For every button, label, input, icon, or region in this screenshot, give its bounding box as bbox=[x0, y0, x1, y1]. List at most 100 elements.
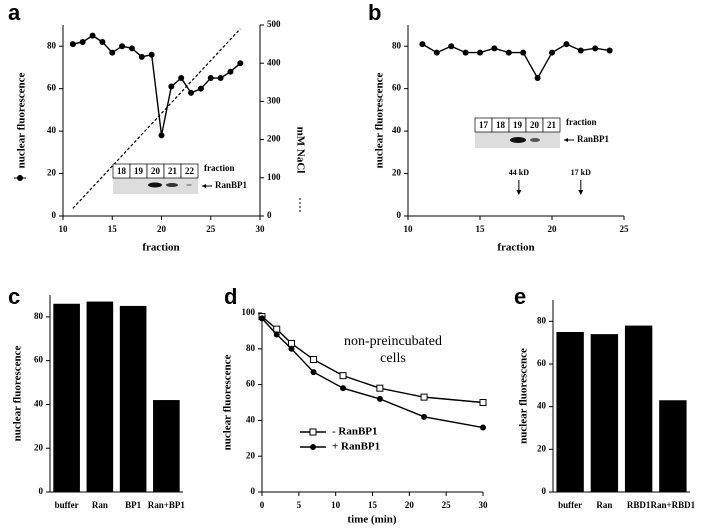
point bbox=[148, 51, 155, 58]
legend-marker bbox=[310, 444, 316, 450]
y-tick-label: 20 bbox=[47, 168, 57, 178]
bar bbox=[624, 325, 653, 492]
point bbox=[109, 49, 116, 56]
x-tick-label: 10 bbox=[404, 224, 414, 234]
band-arrowhead bbox=[202, 184, 206, 188]
y-tick-label: 0 bbox=[251, 486, 256, 496]
point bbox=[479, 399, 487, 406]
x-tick-label: RBD1 bbox=[627, 500, 651, 510]
y-tick-label: 60 bbox=[246, 379, 256, 389]
point bbox=[310, 356, 318, 364]
x-tick-label: Ran bbox=[92, 500, 108, 510]
series-line bbox=[261, 316, 484, 404]
point bbox=[168, 83, 175, 90]
point bbox=[376, 384, 384, 392]
series-line bbox=[72, 34, 241, 136]
point bbox=[421, 413, 428, 420]
point bbox=[462, 49, 469, 56]
point bbox=[420, 393, 428, 401]
point bbox=[549, 49, 555, 56]
y-tick-label: 80 bbox=[246, 343, 256, 353]
x-tick-label: 30 bbox=[479, 500, 489, 510]
bar bbox=[53, 303, 80, 492]
series-line bbox=[72, 28, 241, 209]
point bbox=[339, 372, 347, 380]
point bbox=[227, 68, 234, 75]
inset-title: fraction bbox=[204, 163, 235, 173]
y-tick-label: 0 bbox=[39, 486, 44, 496]
y-axis-title: nuclear fluorescence bbox=[222, 354, 234, 450]
lane-label: 18 bbox=[496, 120, 506, 130]
x-tick-label: Ran+RBD1 bbox=[651, 500, 696, 510]
panel-letter: b bbox=[368, 0, 381, 25]
y-tick-label: 60 bbox=[537, 358, 547, 368]
y2-tick-label: 300 bbox=[267, 95, 281, 105]
lane-label: 19 bbox=[134, 166, 144, 176]
y2-tick-label: 500 bbox=[267, 19, 281, 29]
point bbox=[138, 53, 145, 60]
bar bbox=[119, 305, 147, 492]
point bbox=[197, 85, 204, 92]
y-tick-label: 40 bbox=[392, 125, 402, 135]
size-marker-label: 44 kD bbox=[509, 168, 529, 177]
y-tick-label: 40 bbox=[34, 399, 44, 409]
y2-tick-label: 100 bbox=[267, 172, 281, 182]
bar bbox=[153, 400, 180, 492]
point bbox=[217, 75, 224, 82]
lane-label: 21 bbox=[168, 166, 178, 176]
y-axis-title: nuclear fluorescence bbox=[518, 348, 530, 444]
legend-label: + RanBP1 bbox=[332, 441, 380, 453]
point bbox=[433, 49, 440, 56]
point bbox=[592, 45, 599, 52]
x-tick-label: 10 bbox=[59, 224, 69, 234]
point bbox=[563, 41, 570, 48]
x-tick-label: 20 bbox=[157, 224, 167, 234]
panel-letter: a bbox=[8, 0, 21, 25]
x-tick-label: 20 bbox=[548, 224, 558, 234]
y-axis-title: nuclear fluorescence bbox=[16, 72, 28, 168]
y-tick-label: 60 bbox=[392, 83, 402, 93]
band-label: RanBP1 bbox=[577, 134, 610, 144]
point bbox=[79, 38, 86, 45]
x-tick-label: 20 bbox=[405, 500, 415, 510]
inset-title: fraction bbox=[566, 117, 597, 127]
x-tick-label: 30 bbox=[256, 224, 266, 234]
point bbox=[577, 47, 584, 54]
y-tick-label: 40 bbox=[246, 414, 256, 424]
legend-label: - RanBP1 bbox=[332, 426, 378, 438]
lane-cell bbox=[542, 117, 561, 133]
y-tick-label: 80 bbox=[392, 40, 402, 50]
x-tick-label: 15 bbox=[368, 500, 378, 510]
lane-label: 20 bbox=[530, 120, 540, 130]
y-tick-label: 0 bbox=[52, 210, 57, 220]
point bbox=[273, 331, 280, 338]
point bbox=[480, 424, 486, 431]
panel-letter: e bbox=[514, 284, 526, 309]
y-tick-label: 60 bbox=[47, 83, 57, 93]
x-tick-label: buffer bbox=[558, 500, 582, 510]
y-tick-label: 20 bbox=[246, 450, 256, 460]
band-label: RanBP1 bbox=[215, 180, 248, 190]
point bbox=[419, 41, 426, 48]
point bbox=[520, 49, 527, 56]
point bbox=[259, 315, 265, 322]
y-tick-label: 20 bbox=[34, 442, 44, 452]
lane-label: 17 bbox=[479, 120, 489, 130]
point bbox=[178, 75, 185, 82]
x-tick-label: 5 bbox=[297, 500, 302, 510]
point bbox=[310, 369, 317, 376]
point bbox=[491, 45, 498, 52]
point bbox=[288, 345, 295, 352]
x-tick-label: Ran+BP1 bbox=[148, 500, 186, 510]
size-marker-head bbox=[578, 190, 584, 195]
point bbox=[207, 75, 214, 82]
x-tick-label: Ran bbox=[596, 500, 612, 510]
panel-letter: c bbox=[8, 284, 20, 309]
x-axis-title: fraction bbox=[142, 242, 179, 254]
bar bbox=[86, 301, 114, 492]
lane-label: 21 bbox=[547, 120, 557, 130]
bar bbox=[556, 332, 584, 492]
y2-tick-label: 400 bbox=[267, 57, 281, 67]
y-tick-label: 20 bbox=[392, 168, 402, 178]
